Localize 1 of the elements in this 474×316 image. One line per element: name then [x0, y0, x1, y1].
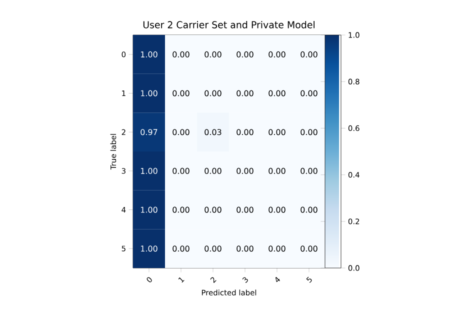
chart-title: User 2 Carrier Set and Private Model	[143, 21, 315, 28]
